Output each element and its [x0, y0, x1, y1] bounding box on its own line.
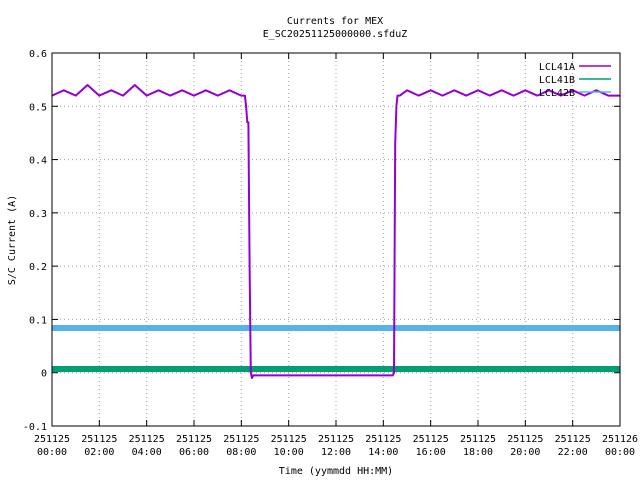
y-axis-label: S/C Current (A)	[7, 195, 18, 285]
x-tick-label-date: 251125	[34, 434, 70, 445]
x-tick-label-time: 16:00	[416, 447, 446, 458]
tick-labels: -0.1 0 0.1 0.2 0.3 0.4 0.5 0.6 251125 00:00 251125…	[23, 49, 638, 458]
x-tick-label-time: 08:00	[226, 447, 256, 458]
x-tick-label-time: 06:00	[179, 447, 209, 458]
y-tick-label: -0.1	[23, 422, 47, 433]
y-tick-label: 0.3	[29, 209, 47, 220]
x-axis-label: Time (yymmdd HH:MM)	[279, 466, 393, 477]
legend-label: LCL41A	[539, 62, 575, 73]
plot-frame	[51, 52, 621, 427]
grid-lines	[52, 53, 620, 426]
x-tick-label-date: 251125	[223, 434, 259, 445]
x-tick-label-date: 251125	[507, 434, 543, 445]
y-tick-label: 0	[41, 369, 47, 380]
x-tick-label-date: 251125	[413, 434, 449, 445]
x-tick-label-time: 04:00	[132, 447, 162, 458]
legend-label: LCL42B	[539, 88, 575, 99]
axis-ticks	[51, 52, 621, 427]
y-tick-label: 0.4	[29, 156, 47, 167]
chart-title: Currents for MEX	[287, 16, 383, 27]
x-tick-label-date: 251125	[318, 434, 354, 445]
x-tick-label-time: 02:00	[84, 447, 114, 458]
x-tick-label-time: 10:00	[274, 447, 304, 458]
x-tick-label-date: 251125	[81, 434, 117, 445]
series-line-lcl41a	[51, 84, 620, 379]
legend-label: LCL41B	[539, 75, 575, 86]
x-tick-label-time: 22:00	[558, 447, 588, 458]
x-tick-label-time: 12:00	[321, 447, 351, 458]
x-tick-label-time: 00:00	[605, 447, 635, 458]
y-tick-label: 0.1	[29, 315, 47, 326]
x-tick-label-date: 251125	[365, 434, 401, 445]
x-tick-label-time: 20:00	[510, 447, 540, 458]
x-tick-label-time: 18:00	[463, 447, 493, 458]
x-tick-label-date: 251125	[129, 434, 165, 445]
legend: LCL41A LCL41B LCL42B	[539, 62, 611, 99]
x-tick-label-date: 251125	[555, 434, 591, 445]
chart-subtitle: E_SC20251125000000.sfduZ	[263, 29, 408, 40]
x-tick-label-time: 14:00	[368, 447, 398, 458]
y-tick-label: 0.6	[29, 49, 47, 60]
x-tick-label-date: 251125	[460, 434, 496, 445]
y-tick-label: 0.2	[29, 262, 47, 273]
y-tick-label: 0.5	[29, 102, 47, 113]
x-tick-label-date: 251126	[602, 434, 638, 445]
x-tick-label-time: 00:00	[37, 447, 67, 458]
series-lines	[51, 84, 620, 379]
x-tick-label-date: 251125	[271, 434, 307, 445]
x-tick-label-date: 251125	[176, 434, 212, 445]
